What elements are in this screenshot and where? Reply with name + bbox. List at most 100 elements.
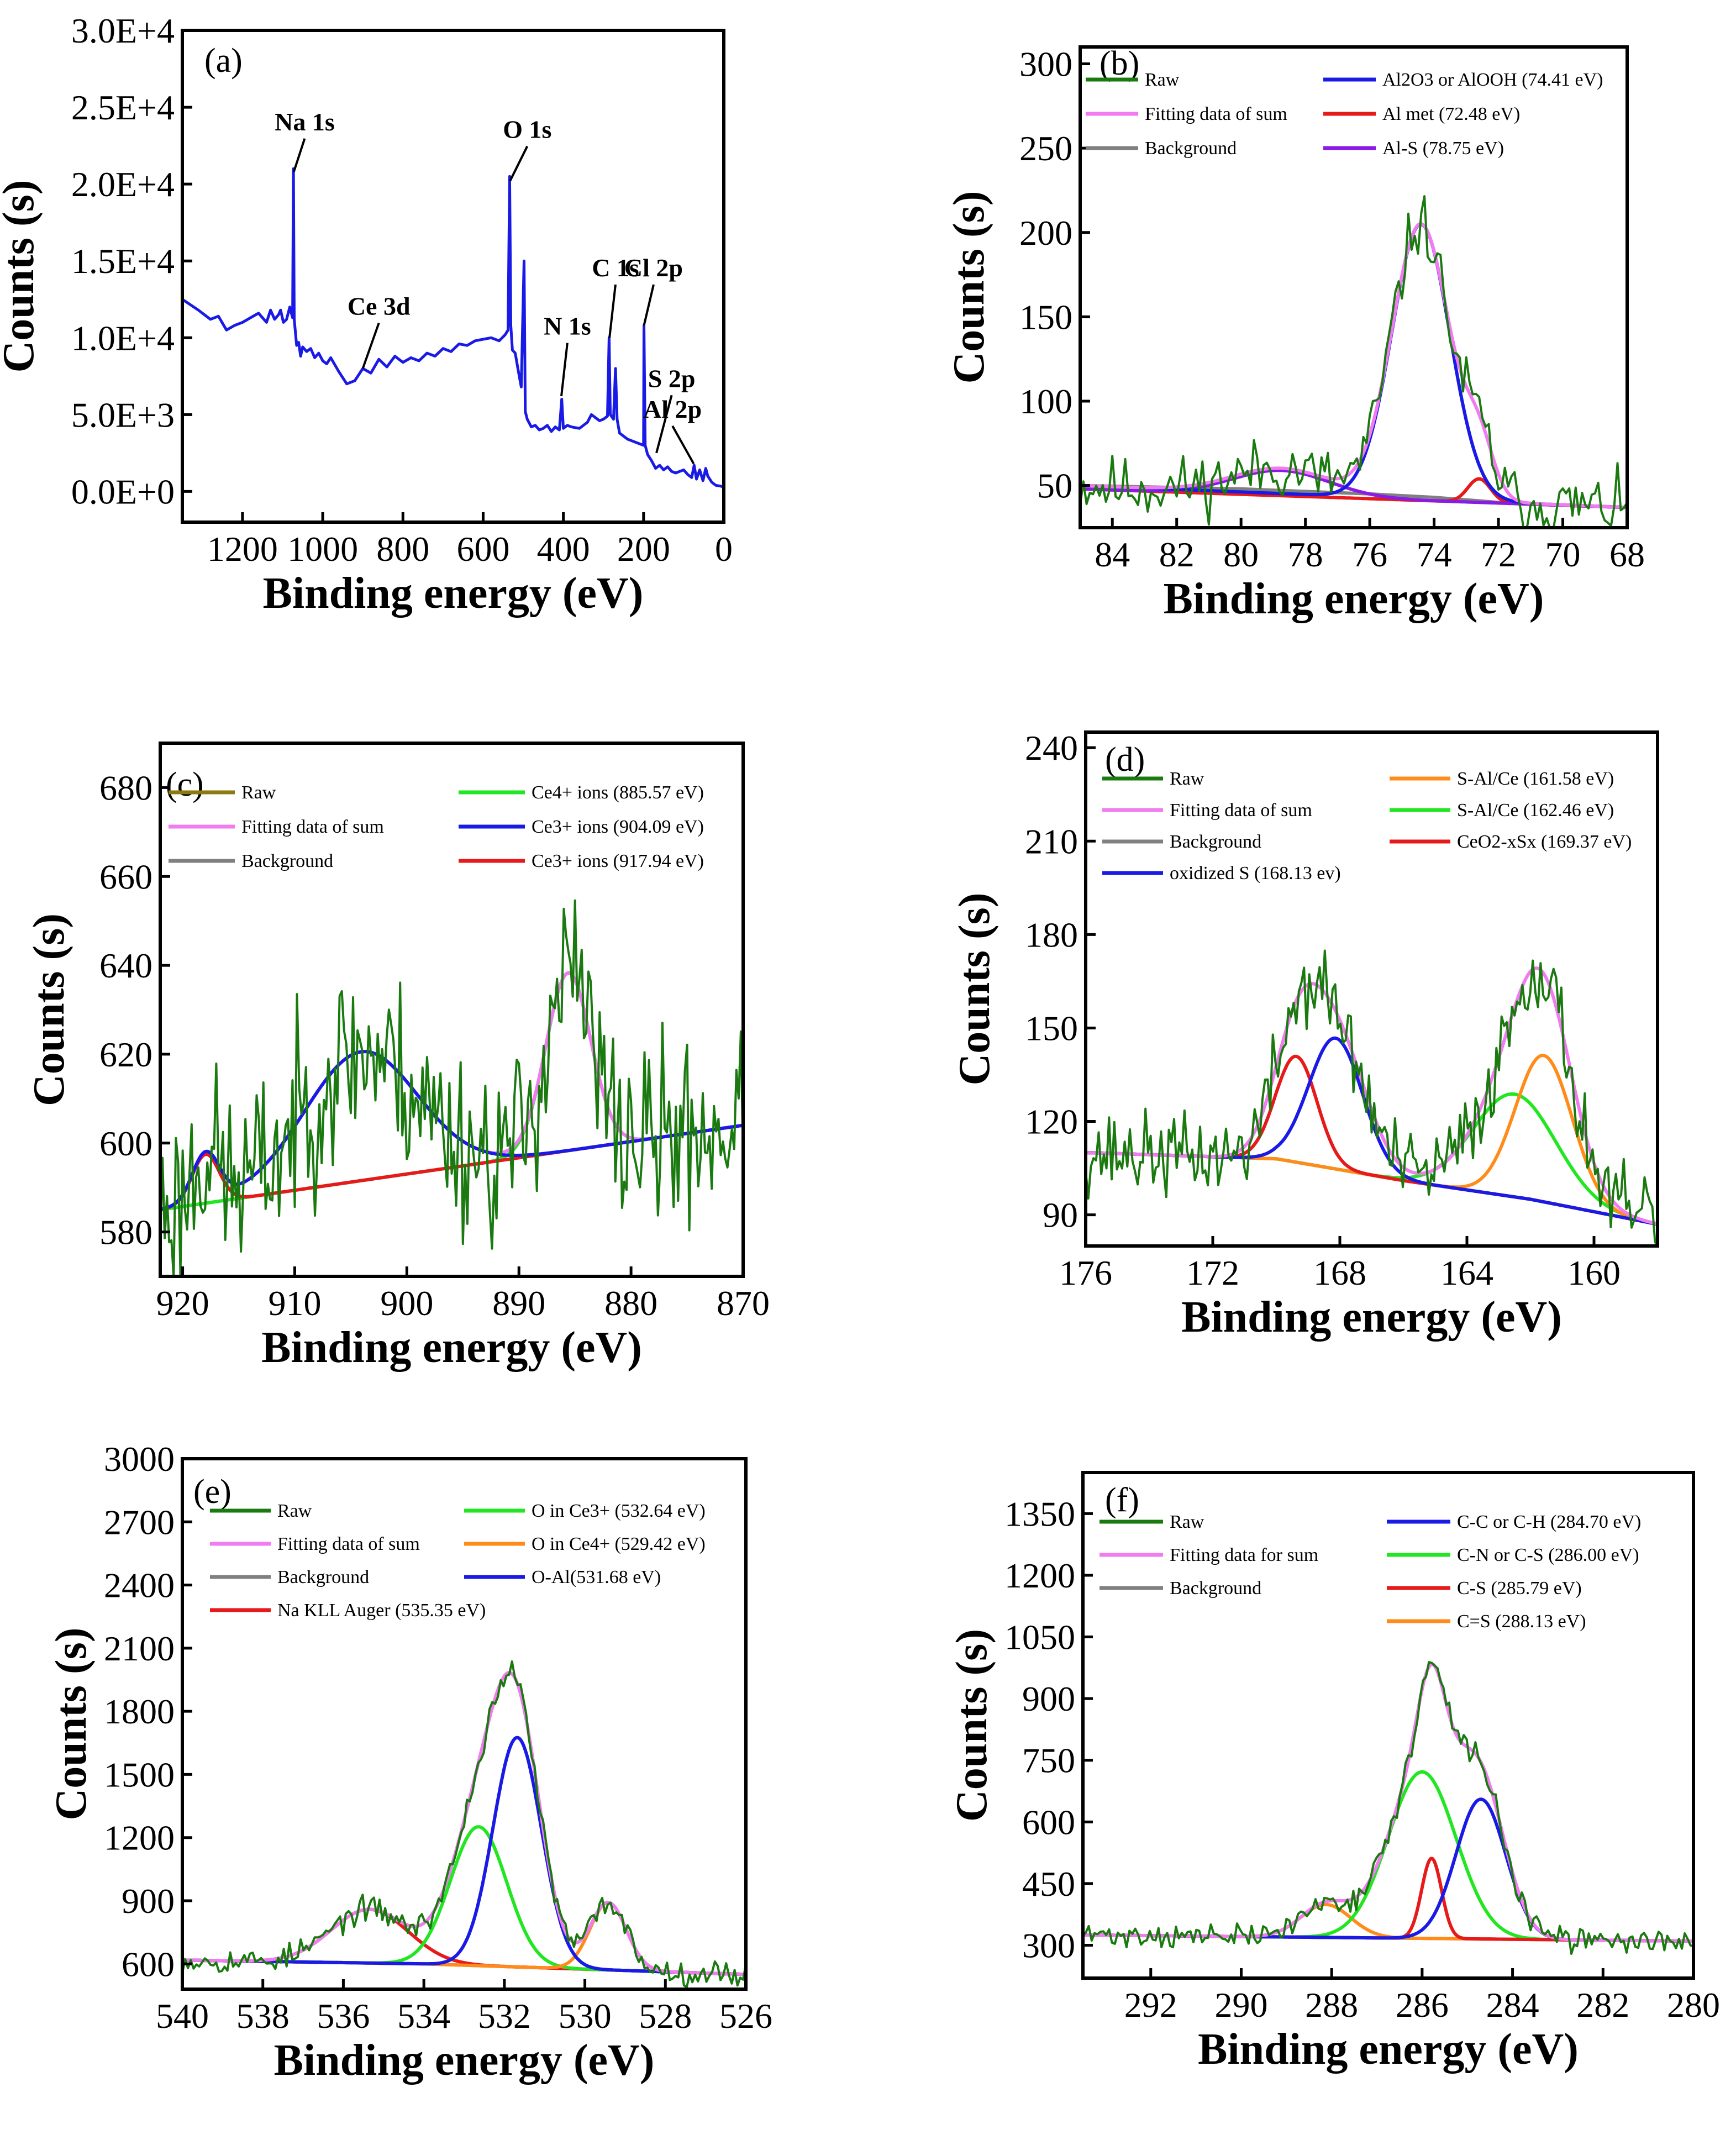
y-tick-label: 1050 xyxy=(1004,1618,1075,1657)
peak-leader-line xyxy=(292,138,306,172)
legend-label: Background xyxy=(277,1567,369,1587)
y-tick-label: 1.0E+4 xyxy=(71,318,175,357)
x-tick-label: 84 xyxy=(1095,535,1130,574)
series-line-c-c-or-c-h-284-70-ev- xyxy=(1083,1797,1693,1943)
x-tick-label: 78 xyxy=(1288,535,1323,574)
plot-frame xyxy=(1084,730,1659,1248)
y-axis-title: Counts (s) xyxy=(0,180,43,373)
x-tick-label: 68 xyxy=(1609,535,1645,574)
peak-label: Cl 2p xyxy=(624,254,683,282)
legend-label: Al2O3 or AlOOH (74.41 eV) xyxy=(1382,70,1603,90)
x-tick-label: 288 xyxy=(1305,1985,1358,2025)
legend-label: Raw xyxy=(1170,769,1204,789)
y-axis-title: Counts (s) xyxy=(47,1628,96,1821)
series-line-c-s-285-79-ev- xyxy=(1083,1857,1693,1943)
legend-label: Background xyxy=(241,851,333,871)
chart-panel-c: 920 910 900 890 880 870 580 600 620 640 660 680 Bind… xyxy=(25,742,770,1372)
x-tick-label: 176 xyxy=(1059,1253,1112,1292)
x-axis-title: Binding energy (eV) xyxy=(261,1323,642,1372)
x-tick-label: 172 xyxy=(1186,1253,1239,1292)
y-axis-title: Counts (s) xyxy=(25,913,73,1106)
y-tick-label: 2.5E+4 xyxy=(71,88,175,127)
series-line-survey xyxy=(182,167,724,488)
peak-label: S 2p xyxy=(648,364,696,392)
x-tick-label: 160 xyxy=(1567,1253,1621,1292)
series-line-al2o3-or-alooh-74-41-ev- xyxy=(1080,222,1627,509)
x-tick-label: 900 xyxy=(380,1284,433,1323)
chart-panel-f: 292 290 288 286 284 282 280 300 450 600 750 900 1050… xyxy=(948,1471,1720,2074)
y-tick-label: 600 xyxy=(99,1124,152,1163)
y-tick-label: 620 xyxy=(99,1035,152,1074)
panel-label: (e) xyxy=(193,1473,232,1511)
plot-area xyxy=(1080,195,1627,528)
legend-label: Al met (72.48 eV) xyxy=(1382,104,1520,124)
x-tick-label: 74 xyxy=(1417,535,1452,574)
series-line-background xyxy=(1086,1150,1658,1226)
legend-label: S-Al/Ce (162.46 eV) xyxy=(1457,800,1614,821)
y-tick-label: 90 xyxy=(1043,1196,1078,1235)
legend-label: Fitting data of sum xyxy=(241,817,384,837)
peak-leader-line xyxy=(608,284,617,338)
peak-leader-line xyxy=(655,395,673,454)
x-tick-label: 282 xyxy=(1576,1985,1629,2025)
y-tick-label: 2100 xyxy=(104,1629,175,1668)
x-tick-label: 1000 xyxy=(287,529,358,569)
series-line-fitting-data-of-sum xyxy=(1086,966,1658,1226)
series-line-raw xyxy=(1086,949,1658,1246)
peak-leader-line xyxy=(643,284,655,326)
plot-area xyxy=(182,167,724,488)
peak-label: Ce 3d xyxy=(348,292,411,320)
panel-label: (b) xyxy=(1100,45,1139,82)
legend-label: Raw xyxy=(277,1501,312,1521)
series-line-o-al-531-68-ev- xyxy=(182,1736,746,1976)
x-tick-label: 800 xyxy=(376,529,429,569)
x-tick-label: 890 xyxy=(492,1284,545,1323)
x-tick-label: 530 xyxy=(559,1996,612,2036)
x-tick-label: 600 xyxy=(456,529,509,569)
x-tick-label: 280 xyxy=(1667,1985,1720,2025)
peak-leader-line xyxy=(361,322,380,369)
x-tick-label: 538 xyxy=(236,1996,290,2036)
plot-frame xyxy=(159,742,745,1278)
x-axis-title: Binding energy (eV) xyxy=(274,2036,655,2085)
y-tick-label: 1500 xyxy=(104,1755,175,1794)
x-tick-label: 82 xyxy=(1159,535,1195,574)
legend-label: S-Al/Ce (161.58 eV) xyxy=(1457,769,1614,789)
plot-area xyxy=(182,1660,746,1989)
y-axis-title: Counts (s) xyxy=(945,191,993,384)
y-axis-title: Counts (s) xyxy=(950,893,999,1086)
series-line-o-in-ce3-532-64-ev- xyxy=(182,1825,746,1976)
x-axis-title: Binding energy (eV) xyxy=(1181,1293,1562,1342)
legend-label: O in Ce3+ (532.64 eV) xyxy=(532,1501,706,1521)
peak-label: N 1s xyxy=(544,312,591,340)
chart-panel-a: 1200 1000 800 600 400 200 0 0.0E+0 5.0E+3 1.0E+4 1… xyxy=(0,11,733,618)
y-tick-label: 1200 xyxy=(104,1818,175,1858)
plot-area xyxy=(160,899,743,1276)
legend-label: oxidized S (168.13 ev) xyxy=(1170,863,1341,884)
chart-panel-e: 540 538 536 534 532 530 528 526 600 900 1200 1500 18… xyxy=(47,1439,772,2085)
x-tick-label: 528 xyxy=(639,1996,692,2036)
legend-label: CeO2-xSx (169.37 eV) xyxy=(1457,832,1632,852)
legend-label: Ce3+ ions (917.94 eV) xyxy=(532,851,704,871)
x-tick-label: 920 xyxy=(156,1284,209,1323)
y-tick-label: 2.0E+4 xyxy=(71,165,175,204)
y-tick-label: 600 xyxy=(1022,1802,1075,1842)
legend-label: C=S (288.13 eV) xyxy=(1457,1611,1586,1632)
x-tick-label: 80 xyxy=(1223,535,1259,574)
x-axis-title: Binding energy (eV) xyxy=(263,569,644,618)
y-tick-label: 250 xyxy=(1019,129,1072,168)
legend-label: Al-S (78.75 eV) xyxy=(1382,138,1504,159)
legend-label: Background xyxy=(1170,1578,1261,1599)
x-tick-label: 540 xyxy=(156,1996,209,2036)
y-tick-label: 1800 xyxy=(104,1692,175,1731)
legend-label: Na KLL Auger (535.35 eV) xyxy=(277,1600,486,1621)
legend-label: C-C or C-H (284.70 eV) xyxy=(1457,1512,1641,1532)
y-tick-label: 900 xyxy=(122,1881,175,1921)
y-tick-label: 1200 xyxy=(1004,1556,1075,1595)
y-tick-label: 2400 xyxy=(104,1566,175,1605)
x-tick-label: 168 xyxy=(1313,1253,1366,1292)
x-tick-label: 164 xyxy=(1440,1253,1493,1292)
peak-leader-line xyxy=(509,145,529,182)
x-tick-label: 532 xyxy=(478,1996,531,2036)
